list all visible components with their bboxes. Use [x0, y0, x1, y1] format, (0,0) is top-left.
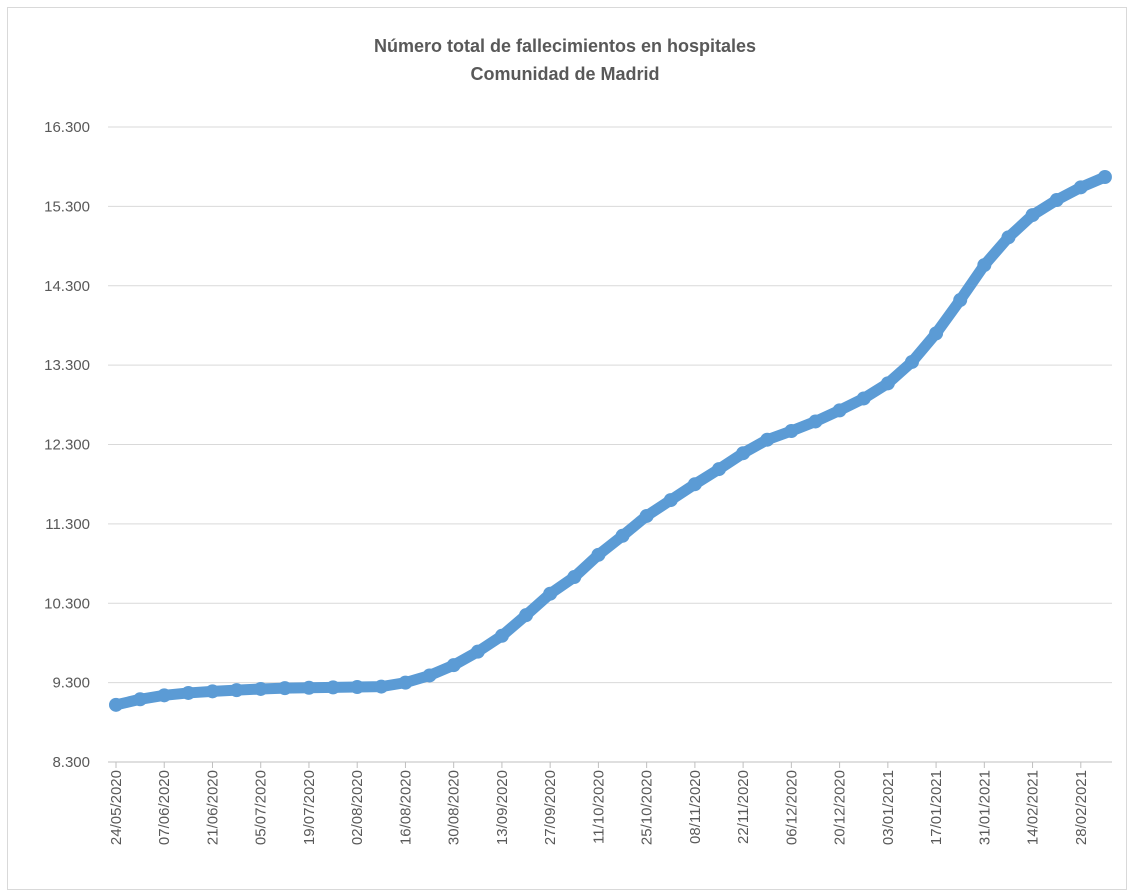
data-point: [663, 493, 678, 508]
data-point: [615, 528, 630, 543]
x-tick-label: 22/11/2020: [735, 770, 752, 844]
data-point: [712, 462, 726, 477]
data-point: [301, 680, 316, 695]
x-tick-label: 06/12/2020: [783, 770, 800, 845]
data-point: [350, 679, 365, 694]
data-point: [109, 697, 123, 712]
y-tick-label: 14.300: [44, 278, 90, 295]
chart-frame: [7, 7, 1127, 890]
x-tick-label: 31/01/2021: [976, 770, 993, 845]
data-point: [904, 354, 919, 369]
y-tick-label: 10.300: [44, 595, 90, 612]
data-point: [494, 628, 509, 643]
data-point: [1073, 180, 1088, 195]
x-tick-label: 03/01/2021: [880, 770, 897, 845]
data-point: [1001, 230, 1016, 245]
data-point: [205, 684, 220, 699]
y-tick-label: 13.300: [44, 357, 90, 374]
y-tick-label: 16.300: [44, 119, 90, 136]
data-point: [760, 432, 775, 447]
data-point: [277, 681, 292, 696]
data-point: [253, 681, 268, 696]
data-point: [229, 683, 244, 698]
data-point: [446, 658, 461, 673]
data-point: [784, 424, 799, 439]
data-point: [687, 477, 702, 492]
data-point: [832, 403, 847, 418]
x-tick-label: 13/09/2020: [494, 770, 511, 845]
data-point: [929, 326, 944, 341]
x-tick-label: 08/11/2020: [687, 770, 704, 844]
x-tick-label: 25/10/2020: [639, 770, 656, 845]
x-tick-label: 14/02/2021: [1025, 770, 1042, 845]
data-point: [398, 675, 413, 690]
x-tick-label: 11/10/2020: [590, 770, 607, 844]
data-point: [977, 258, 992, 273]
y-tick-label: 11.300: [45, 516, 90, 533]
data-point: [519, 608, 534, 623]
data-point: [591, 547, 606, 562]
data-point: [1025, 208, 1040, 223]
data-point: [736, 446, 751, 461]
data-point: [567, 570, 582, 585]
data-point: [808, 414, 823, 429]
chart-subtitle: Comunidad de Madrid: [471, 64, 660, 84]
x-tick-label: 05/07/2020: [253, 770, 270, 845]
y-tick-label: 15.300: [44, 198, 90, 215]
x-tick-label: 19/07/2020: [301, 770, 318, 845]
chart-title: Número total de fallecimientos en hospit…: [374, 36, 756, 56]
y-tick-label: 8.300: [52, 754, 90, 771]
data-point: [639, 508, 654, 523]
data-point: [133, 692, 148, 707]
data-point: [1097, 170, 1112, 185]
x-tick-label: 30/08/2020: [446, 770, 463, 845]
x-tick-label: 21/06/2020: [204, 770, 221, 845]
x-tick-label: 16/08/2020: [397, 770, 414, 845]
x-tick-label: 17/01/2021: [928, 770, 945, 845]
data-point: [422, 668, 437, 683]
data-point: [374, 679, 389, 694]
data-point: [880, 376, 895, 391]
data-point: [470, 644, 485, 659]
x-tick-label: 24/05/2020: [108, 770, 125, 845]
x-tick-label: 27/09/2020: [542, 770, 559, 845]
data-point: [953, 293, 968, 308]
data-point: [856, 391, 871, 406]
x-tick-label: 02/08/2020: [349, 770, 366, 845]
data-point: [181, 685, 196, 700]
x-tick-label: 20/12/2020: [832, 770, 849, 845]
data-point: [326, 680, 341, 695]
data-point: [543, 586, 558, 601]
data-point: [1049, 193, 1064, 208]
x-tick-label: 28/02/2021: [1073, 770, 1090, 845]
data-point: [157, 688, 172, 703]
y-tick-label: 9.300: [52, 675, 90, 692]
x-tick-label: 07/06/2020: [156, 770, 173, 845]
y-tick-label: 12.300: [44, 437, 90, 454]
